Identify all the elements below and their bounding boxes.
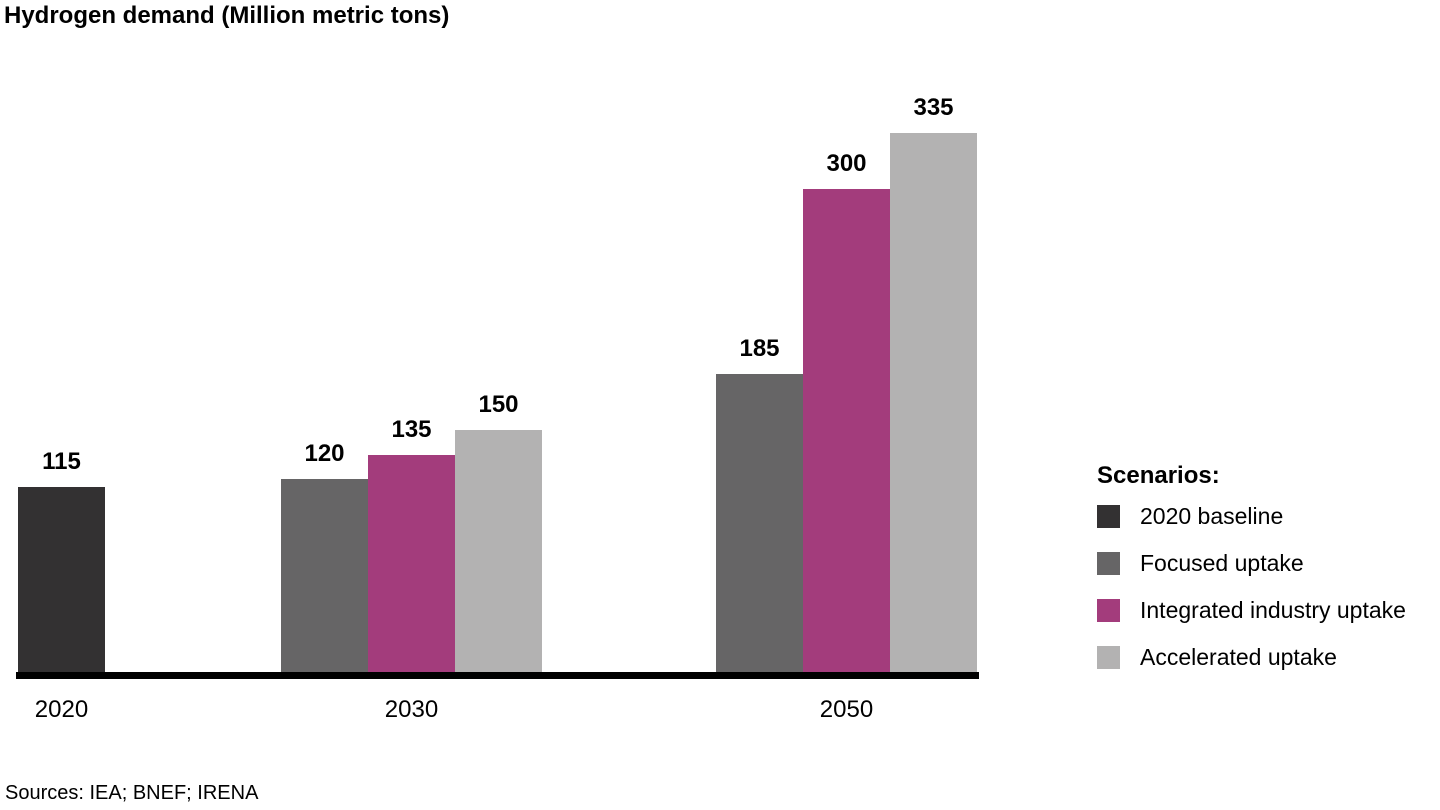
legend-swatch	[1097, 599, 1120, 622]
bar-2020-2020-baseline	[18, 487, 105, 672]
bar-2050-integrated-industry-uptake	[803, 189, 890, 672]
bar-2030-integrated-industry-uptake	[368, 455, 455, 672]
legend-item: Integrated industry uptake	[1097, 597, 1406, 623]
legend-item-label: Integrated industry uptake	[1140, 597, 1406, 623]
x-axis-label-2050: 2050	[819, 696, 874, 723]
legend-swatch	[1097, 646, 1120, 669]
legend-item-label: Focused uptake	[1140, 550, 1304, 576]
legend-item-label: 2020 baseline	[1140, 503, 1284, 529]
x-axis-label-2020: 2020	[34, 696, 89, 723]
bar-2030-accelerated-uptake	[455, 430, 542, 672]
bar-2050-focused-uptake	[716, 374, 803, 672]
legend-swatch	[1097, 505, 1120, 528]
bar-value-label: 120	[304, 440, 345, 467]
legend-item: Accelerated uptake	[1097, 644, 1406, 670]
bar-value-label: 185	[739, 335, 780, 362]
legend-swatch	[1097, 552, 1120, 575]
bar-2050-accelerated-uptake	[890, 133, 977, 672]
x-axis-line	[16, 672, 979, 679]
legend: Scenarios: 2020 baseline Focused uptake In…	[1097, 462, 1406, 693]
bar-value-label: 300	[826, 150, 867, 177]
bar-value-label: 135	[391, 416, 432, 443]
legend-item-label: Accelerated uptake	[1140, 644, 1337, 670]
chart-title: Hydrogen demand (Million metric tons)	[4, 2, 450, 29]
bar-value-label: 335	[913, 94, 954, 121]
legend-items: 2020 baseline Focused uptake Integrated in…	[1097, 503, 1406, 670]
x-axis-label-2030: 2030	[384, 696, 439, 723]
legend-item: Focused uptake	[1097, 550, 1406, 576]
bar-value-label: 115	[42, 448, 81, 475]
bar-value-label: 150	[478, 391, 519, 418]
legend-heading: Scenarios:	[1097, 462, 1220, 489]
bar-2030-focused-uptake	[281, 479, 368, 672]
source-note: Sources: IEA; BNEF; IRENA	[5, 782, 259, 804]
legend-item: 2020 baseline	[1097, 503, 1406, 529]
